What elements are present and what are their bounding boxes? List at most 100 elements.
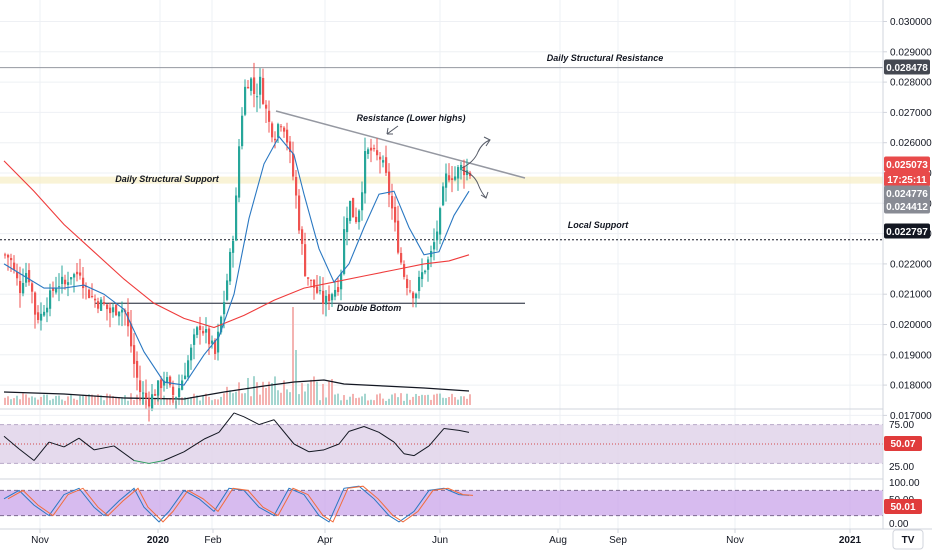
candle-body	[103, 302, 106, 304]
volume-bar	[334, 394, 336, 405]
candle-body	[424, 270, 427, 273]
price-label-badge	[884, 156, 930, 172]
volume-bar	[85, 395, 87, 405]
candle-body	[385, 157, 388, 173]
rsi-segment	[48, 441, 65, 448]
candle-body	[238, 146, 241, 198]
candle-body	[364, 151, 367, 194]
volume-bar	[337, 393, 339, 405]
volume-bar	[163, 395, 165, 405]
volume-bar	[154, 398, 156, 405]
stoch-k-line	[3, 485, 470, 523]
annotation-double-bottom: Double Bottom	[337, 303, 402, 313]
stoch-axis-tick-0: 0.00	[889, 519, 909, 530]
volume-bar	[382, 398, 384, 405]
candle-body	[448, 175, 451, 181]
volume-bar	[139, 397, 141, 405]
volume-bar	[421, 394, 423, 405]
volume-bar	[403, 400, 405, 405]
volume-bar	[391, 394, 393, 405]
stoch-band	[0, 490, 883, 516]
candle-body	[76, 271, 79, 275]
candle-body	[370, 147, 373, 151]
candle-body	[100, 299, 103, 311]
candle-body	[286, 129, 289, 143]
candle-body	[37, 312, 40, 320]
candle-body	[190, 347, 193, 361]
candle-body	[244, 86, 247, 115]
annotation-local-support: Local Support	[568, 220, 630, 230]
candle-body	[304, 244, 307, 276]
time-axis[interactable]: Nov 2020 Feb Apr Jun Aug Sep Nov 2021	[31, 529, 862, 546]
volume-bar	[40, 396, 42, 405]
candle-body	[436, 231, 439, 240]
candle-body	[331, 294, 334, 301]
price-label-badge	[884, 185, 930, 201]
candle-body	[46, 307, 49, 313]
volume-bar	[109, 394, 111, 405]
candle-body	[91, 296, 94, 298]
volume-bar	[367, 400, 369, 405]
candle-body	[328, 294, 331, 302]
candle-body	[67, 282, 70, 285]
volume-bar	[4, 397, 6, 405]
candle-body	[394, 206, 397, 223]
volume-bar	[124, 395, 126, 405]
candle-body	[325, 295, 328, 305]
candle-body	[217, 331, 220, 353]
volume-bar	[370, 399, 372, 405]
candle-body	[52, 288, 55, 291]
time-axis-label: Feb	[204, 535, 222, 546]
price-label-badge	[884, 59, 930, 75]
tradingview-logo-icon[interactable]: TV	[892, 529, 924, 550]
volume-bar	[424, 395, 426, 405]
candle-body	[118, 311, 121, 317]
rsi-segment	[63, 437, 80, 448]
candle-body	[208, 328, 211, 345]
candle-body	[421, 272, 424, 280]
slow-moving-average	[3, 160, 470, 329]
volume-bar	[130, 393, 132, 405]
rsi-segment	[183, 438, 205, 453]
candle-body	[142, 392, 145, 394]
candle-body	[298, 195, 301, 231]
rsi-segment	[308, 449, 325, 453]
rsi-segment	[403, 453, 415, 457]
volume-bar	[292, 307, 294, 405]
candle-body	[139, 380, 142, 393]
rsi-line	[3, 412, 470, 464]
volume-bar	[70, 394, 72, 405]
candle-body	[130, 323, 133, 347]
rsi-segment	[113, 445, 135, 461]
candle-body	[268, 110, 271, 122]
candle-body	[172, 386, 175, 396]
candle-body	[7, 254, 10, 258]
rsi-segment	[393, 441, 405, 455]
down-arrow-icon	[480, 191, 489, 199]
volume-bar	[115, 397, 117, 405]
annotation-daily-resistance: Daily Structural Resistance	[547, 53, 664, 63]
candle-body	[412, 292, 415, 299]
volume-bar	[433, 394, 435, 405]
annotation-lower-highs: Resistance (Lower highs)	[356, 113, 465, 123]
volume-bar	[331, 379, 333, 405]
candle-body	[196, 327, 199, 335]
volume-bar	[250, 396, 252, 405]
volume-bar	[460, 396, 462, 405]
volume-bar	[25, 394, 27, 405]
volume-bar	[280, 392, 282, 405]
volume-bar	[217, 399, 219, 405]
volume-bar	[100, 395, 102, 405]
rsi-segment	[413, 445, 430, 457]
volume-bar	[418, 395, 420, 405]
rsi-axis-tick-25: 25.00	[889, 462, 914, 473]
volume-bar	[229, 390, 231, 405]
volume-bar	[16, 395, 18, 405]
candle-body	[229, 251, 232, 282]
rsi-segment	[363, 426, 380, 433]
volume-bar	[343, 395, 345, 405]
rsi-segment	[163, 451, 185, 461]
lower-highs-trendline[interactable]	[275, 110, 526, 179]
